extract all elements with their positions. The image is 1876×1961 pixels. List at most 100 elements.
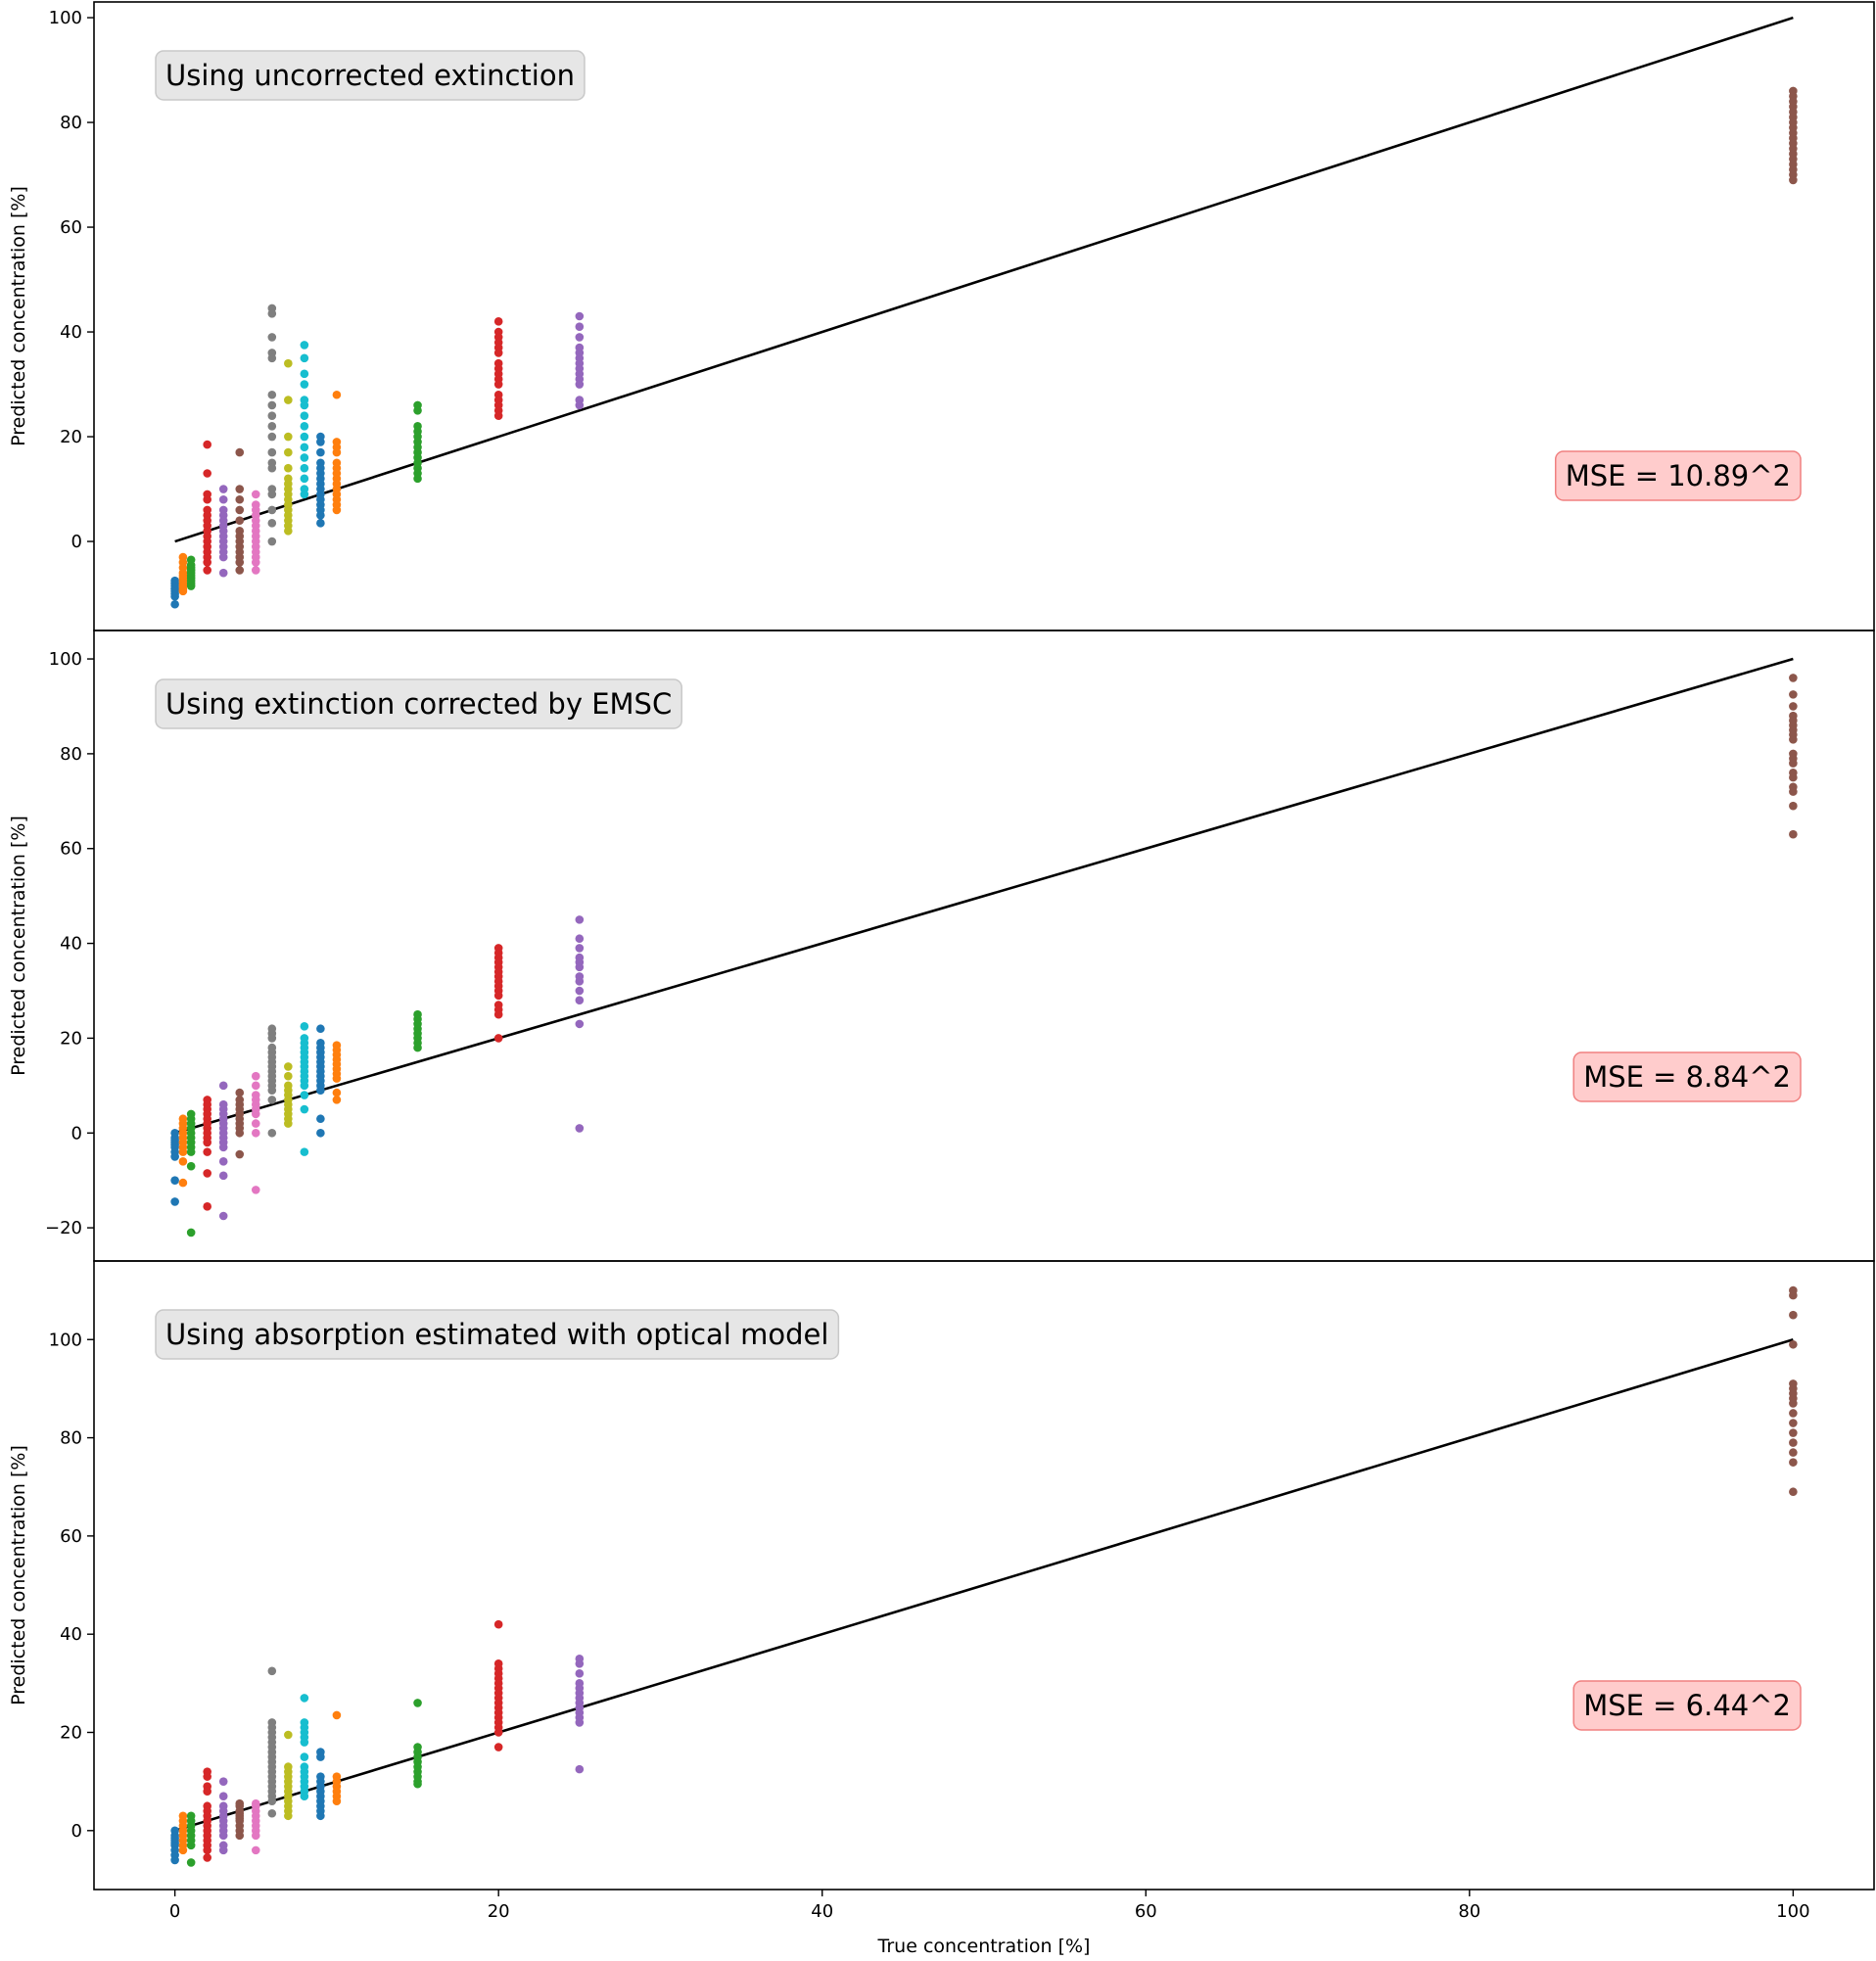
data-point [284, 463, 293, 473]
y-axis-label: Predicted concentration [%] [8, 1445, 29, 1705]
y-axis-label: Predicted concentration [%] [8, 816, 29, 1076]
data-point [1789, 175, 1798, 185]
data-point [218, 1211, 228, 1221]
y-tick-label: −20 [45, 1218, 82, 1238]
x-axis-label: True concentration [%] [877, 1936, 1091, 1957]
data-point [493, 991, 503, 1001]
panel-2: −20 0 20 40 60 80 100 Predicted concentration [… [8, 630, 1875, 1262]
series-x5 [251, 1798, 260, 1855]
data-point [203, 469, 211, 478]
x-tick-label: 80 [1458, 1901, 1480, 1922]
y-tick-label: 0 [71, 1123, 82, 1144]
data-point [300, 1738, 309, 1747]
data-point [316, 1086, 325, 1095]
data-point [1789, 801, 1798, 811]
data-point [218, 1845, 228, 1855]
data-point [251, 1831, 260, 1841]
data-point [267, 333, 277, 342]
mse-box [1572, 1051, 1802, 1102]
y-tick-label: 100 [49, 1330, 82, 1350]
data-point [300, 1694, 309, 1703]
data-point [300, 1022, 309, 1031]
data-point [218, 485, 228, 493]
data-point [1789, 772, 1798, 782]
data-point [413, 474, 422, 484]
data-point [218, 1792, 228, 1801]
data-point [284, 1730, 293, 1740]
data-point [575, 962, 585, 972]
data-point [251, 566, 260, 575]
data-point [316, 1128, 325, 1138]
series-x9 [316, 432, 325, 528]
data-point [332, 1797, 342, 1806]
y-tick-label: 80 [60, 744, 82, 765]
data-point [267, 519, 277, 528]
y-tick-label: 80 [60, 113, 82, 133]
x-tick-label: 100 [1776, 1901, 1809, 1922]
y-tick-label: 60 [60, 217, 82, 238]
data-point [218, 568, 228, 578]
data-point [235, 505, 245, 515]
data-point [170, 599, 179, 609]
series-x10 [332, 390, 342, 515]
data-point [575, 1718, 585, 1727]
data-point [1789, 1487, 1798, 1497]
data-point [203, 1202, 211, 1211]
data-point [203, 566, 211, 575]
series-x7 [284, 1062, 293, 1128]
data-point [300, 1104, 309, 1114]
title-box [155, 1309, 840, 1360]
data-point [218, 1777, 228, 1786]
panel-1: 0 20 40 60 80 100 Predicted concentration [%] U… [8, 1, 1875, 631]
data-point [267, 422, 277, 431]
data-point [251, 1109, 260, 1119]
mse-box [1572, 1680, 1802, 1731]
data-point [203, 494, 211, 504]
series-x8 [300, 1694, 309, 1801]
y-tick-label: 60 [60, 1526, 82, 1547]
data-point [170, 1152, 179, 1161]
data-point [203, 1845, 211, 1855]
data-point [178, 1845, 188, 1855]
series-x8 [300, 341, 309, 499]
data-point [1789, 1399, 1798, 1408]
series-x0.5 [178, 1114, 188, 1188]
data-point [203, 1147, 211, 1156]
data-point [235, 516, 245, 525]
data-point [251, 1845, 260, 1855]
data-point [235, 566, 245, 575]
data-point [1789, 1419, 1798, 1427]
series-x2 [203, 1767, 211, 1862]
data-point [575, 1124, 585, 1133]
data-point [493, 317, 503, 326]
series-x7 [284, 358, 293, 536]
series-x1 [186, 555, 196, 590]
data-point [186, 1841, 196, 1850]
data-point [575, 934, 585, 944]
data-point [300, 1147, 309, 1156]
data-point [575, 986, 585, 996]
data-point [218, 1157, 228, 1166]
series-x5 [251, 1071, 260, 1194]
panel-3: 0 20 40 60 80 100 0 20 40 60 80 100 Predicted concen… [8, 1260, 1875, 1922]
series-x5 [251, 490, 260, 575]
data-point [332, 390, 342, 399]
data-point [575, 996, 585, 1004]
data-point [493, 1619, 503, 1629]
data-point [218, 1171, 228, 1181]
series-x25 [575, 311, 585, 410]
y-tick-label: 0 [71, 1821, 82, 1842]
series-x10 [332, 1041, 342, 1104]
data-point [316, 1752, 325, 1761]
y-tick-label: 60 [60, 839, 82, 860]
data-point [170, 591, 179, 601]
data-point [493, 380, 503, 389]
data-point [267, 1096, 277, 1104]
data-point [203, 440, 211, 449]
y-tick-label: 20 [60, 1028, 82, 1049]
data-point [493, 1743, 503, 1751]
data-point [493, 1009, 503, 1019]
x-tick-label: 0 [169, 1901, 180, 1922]
y-tick-label: 40 [60, 1624, 82, 1645]
